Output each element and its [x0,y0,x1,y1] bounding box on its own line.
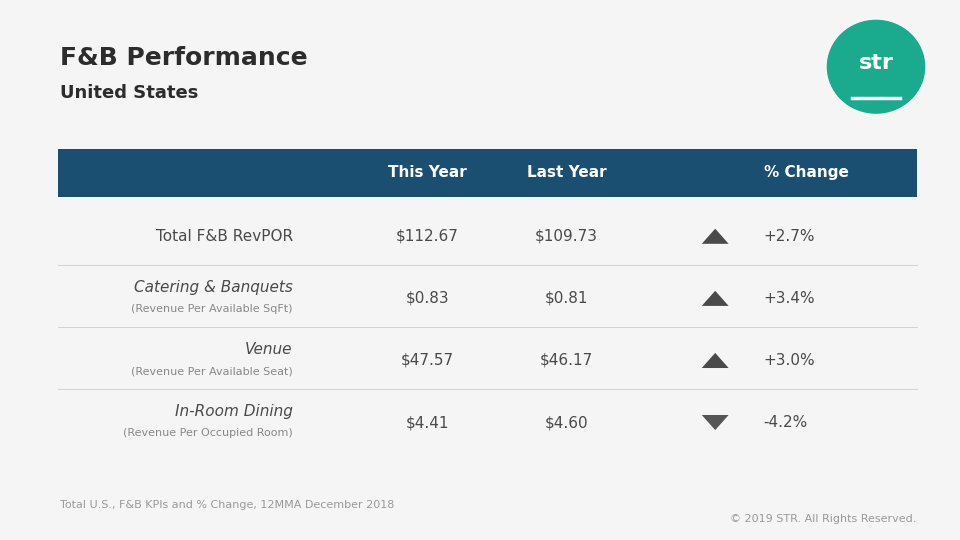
Text: % Change: % Change [764,165,849,180]
Text: $46.17: $46.17 [540,353,593,368]
Text: -4.2%: -4.2% [763,415,807,430]
Text: $4.41: $4.41 [405,415,449,430]
Text: $4.60: $4.60 [544,415,588,430]
Text: +2.7%: +2.7% [763,229,815,244]
Text: Total U.S., F&B KPIs and % Change, 12MMA December 2018: Total U.S., F&B KPIs and % Change, 12MMA… [60,500,395,510]
Text: Total F&B RevPOR: Total F&B RevPOR [156,229,293,244]
Text: $47.57: $47.57 [400,353,454,368]
Text: +3.0%: +3.0% [763,353,815,368]
Text: (Revenue Per Available SqFt): (Revenue Per Available SqFt) [132,304,293,314]
Text: (Revenue Per Occupied Room): (Revenue Per Occupied Room) [123,428,293,438]
Text: Last Year: Last Year [527,165,606,180]
Text: str: str [858,52,894,72]
Polygon shape [702,291,729,306]
Text: Venue: Venue [246,342,293,357]
Text: $109.73: $109.73 [535,229,598,244]
Polygon shape [702,229,729,244]
Text: F&B Performance: F&B Performance [60,46,308,70]
Text: Catering & Banquets: Catering & Banquets [134,280,293,295]
Text: $0.81: $0.81 [544,291,588,306]
Polygon shape [702,415,729,430]
Polygon shape [702,353,729,368]
Text: United States: United States [60,84,199,102]
Text: $112.67: $112.67 [396,229,459,244]
Text: This Year: This Year [388,165,467,180]
Text: In-Room Dining: In-Room Dining [175,404,293,419]
Bar [58,148,917,197]
Text: $0.83: $0.83 [405,291,449,306]
Text: +3.4%: +3.4% [763,291,815,306]
Text: (Revenue Per Available Seat): (Revenue Per Available Seat) [132,366,293,376]
Circle shape [828,21,924,113]
Text: © 2019 STR. All Rights Reserved.: © 2019 STR. All Rights Reserved. [731,514,917,524]
